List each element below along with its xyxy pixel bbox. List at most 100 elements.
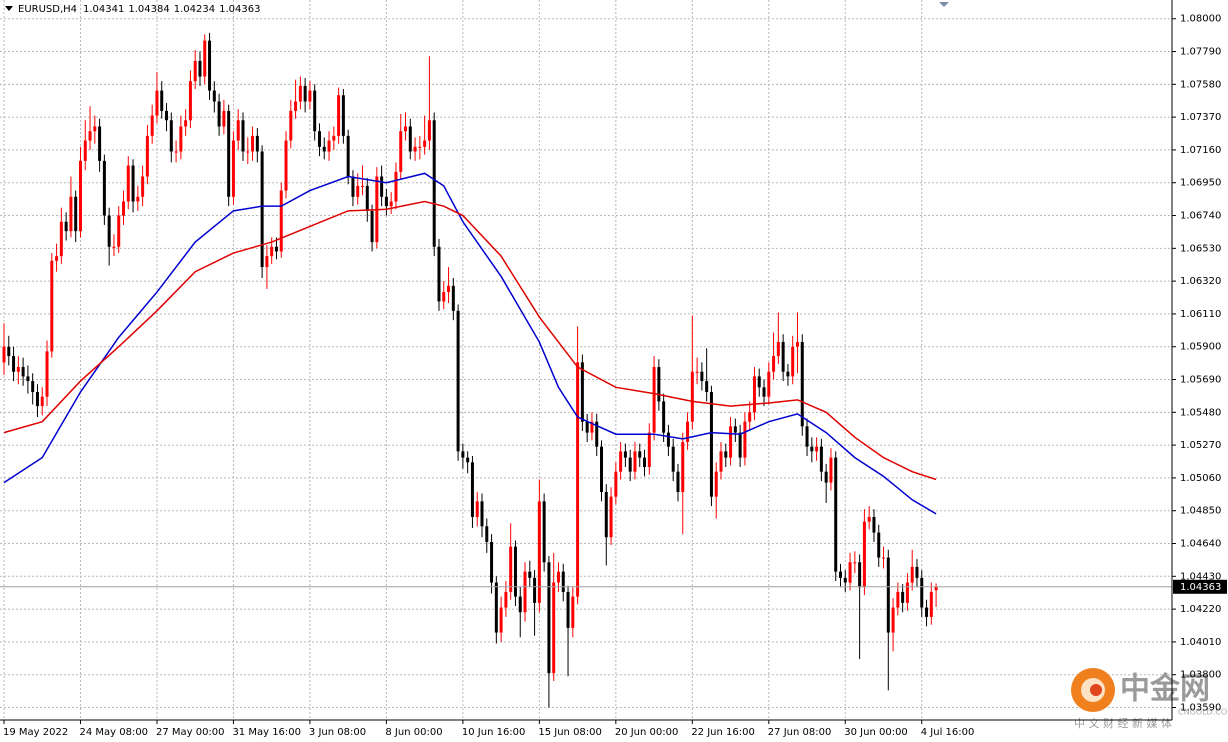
candle-body [671, 446, 675, 472]
candle-body [265, 256, 269, 268]
candle-body [93, 126, 97, 132]
candle-body [456, 310, 460, 452]
candle-body [848, 562, 852, 583]
candle-body [432, 120, 436, 247]
y-tick-label: 1.07160 [1180, 145, 1221, 156]
candle-body [241, 120, 245, 152]
candle-body [35, 392, 39, 407]
candle-body [418, 146, 422, 148]
candle-body [537, 501, 541, 603]
x-tick-label: 27 May 00:00 [156, 727, 225, 738]
candle-body [260, 151, 264, 268]
candle-body [681, 441, 685, 492]
candle-body [518, 596, 522, 613]
candle-body [356, 185, 360, 197]
y-tick-label: 1.03800 [1180, 670, 1221, 681]
candle-body [165, 110, 169, 121]
candle-body [480, 501, 484, 527]
candle-body [169, 120, 173, 152]
candle-body [380, 176, 384, 197]
candle-body [800, 342, 804, 427]
x-tick-label: 19 May 2022 [3, 727, 68, 738]
candle-body [934, 586, 938, 591]
candle-body [705, 381, 709, 393]
candle-body [657, 367, 661, 402]
candle-body [595, 421, 599, 447]
candle-body [475, 501, 479, 517]
candle-body [408, 126, 412, 152]
y-tick-label: 1.03590 [1180, 703, 1221, 714]
candle-body [719, 451, 723, 472]
y-tick-label: 1.05690 [1180, 375, 1221, 386]
x-tick-label: 20 Jun 00:00 [615, 727, 679, 738]
y-tick-label: 1.05060 [1180, 473, 1221, 484]
candle-body [676, 471, 680, 492]
x-tick-label: 27 Jun 08:00 [768, 727, 832, 738]
candle-body [647, 432, 651, 467]
candle-body [886, 557, 890, 633]
y-tick-label: 1.08000 [1180, 14, 1221, 25]
candle-body [117, 215, 121, 247]
candle-body [729, 426, 733, 458]
candle-body [126, 165, 130, 202]
header-low: 1.04234 [174, 4, 215, 15]
candle-body [619, 451, 623, 472]
x-tick-label: 8 Jun 00:00 [385, 727, 442, 738]
candle-body [566, 591, 570, 628]
candle-body [853, 562, 857, 564]
candle-body [31, 381, 35, 393]
candle-body [896, 591, 900, 608]
candle-body [509, 546, 513, 592]
candle-body [614, 471, 618, 497]
candle-body [748, 412, 752, 422]
candle-body [222, 110, 226, 127]
candle-body [461, 451, 465, 458]
candle-body [337, 95, 341, 136]
candle-body [193, 60, 197, 82]
watermark-site: CNGOLD.COM [1178, 708, 1228, 717]
candle-body [107, 215, 111, 247]
candle-body [427, 120, 431, 141]
candle-body [690, 371, 694, 422]
candle-body [413, 146, 417, 152]
x-tick-label: 31 May 16:00 [232, 727, 301, 738]
candle-body [188, 81, 192, 121]
candle-body [303, 85, 307, 102]
x-tick-label: 22 Jun 16:00 [691, 727, 755, 738]
y-tick-label: 1.04640 [1180, 539, 1221, 550]
y-tick-label: 1.06320 [1180, 276, 1221, 287]
candle-body [59, 221, 63, 257]
candle-body [791, 346, 795, 377]
candle-body [609, 496, 613, 538]
candle-body [920, 577, 924, 608]
price-label: 1.04363 [1180, 582, 1221, 593]
candle-body [757, 376, 761, 388]
candle-body [155, 90, 159, 116]
candle-body [494, 582, 498, 633]
candle-body [786, 371, 790, 377]
candle-body [437, 246, 441, 302]
watermark-tagline: 中 文 财 经 新 媒 体 [1074, 716, 1172, 730]
candle-body [490, 541, 494, 583]
candle-body [251, 135, 255, 152]
candle-body [466, 457, 470, 463]
candle-body [332, 135, 336, 141]
candle-body [313, 90, 317, 132]
candle-body [767, 371, 771, 397]
candle-body [298, 85, 302, 102]
y-tick-label: 1.07580 [1180, 79, 1221, 90]
candle-body [585, 421, 589, 433]
candle-body [361, 185, 364, 187]
candle-body [709, 392, 713, 497]
candle-body [485, 526, 489, 542]
candle-body [404, 126, 408, 132]
candle-body [203, 40, 207, 77]
candle-body [12, 356, 16, 372]
candle-body [179, 126, 183, 152]
candle-body [738, 432, 742, 458]
candle-body [623, 451, 627, 458]
header-high: 1.04384 [128, 4, 169, 15]
candle-body [246, 151, 250, 153]
candle-body [50, 260, 54, 352]
